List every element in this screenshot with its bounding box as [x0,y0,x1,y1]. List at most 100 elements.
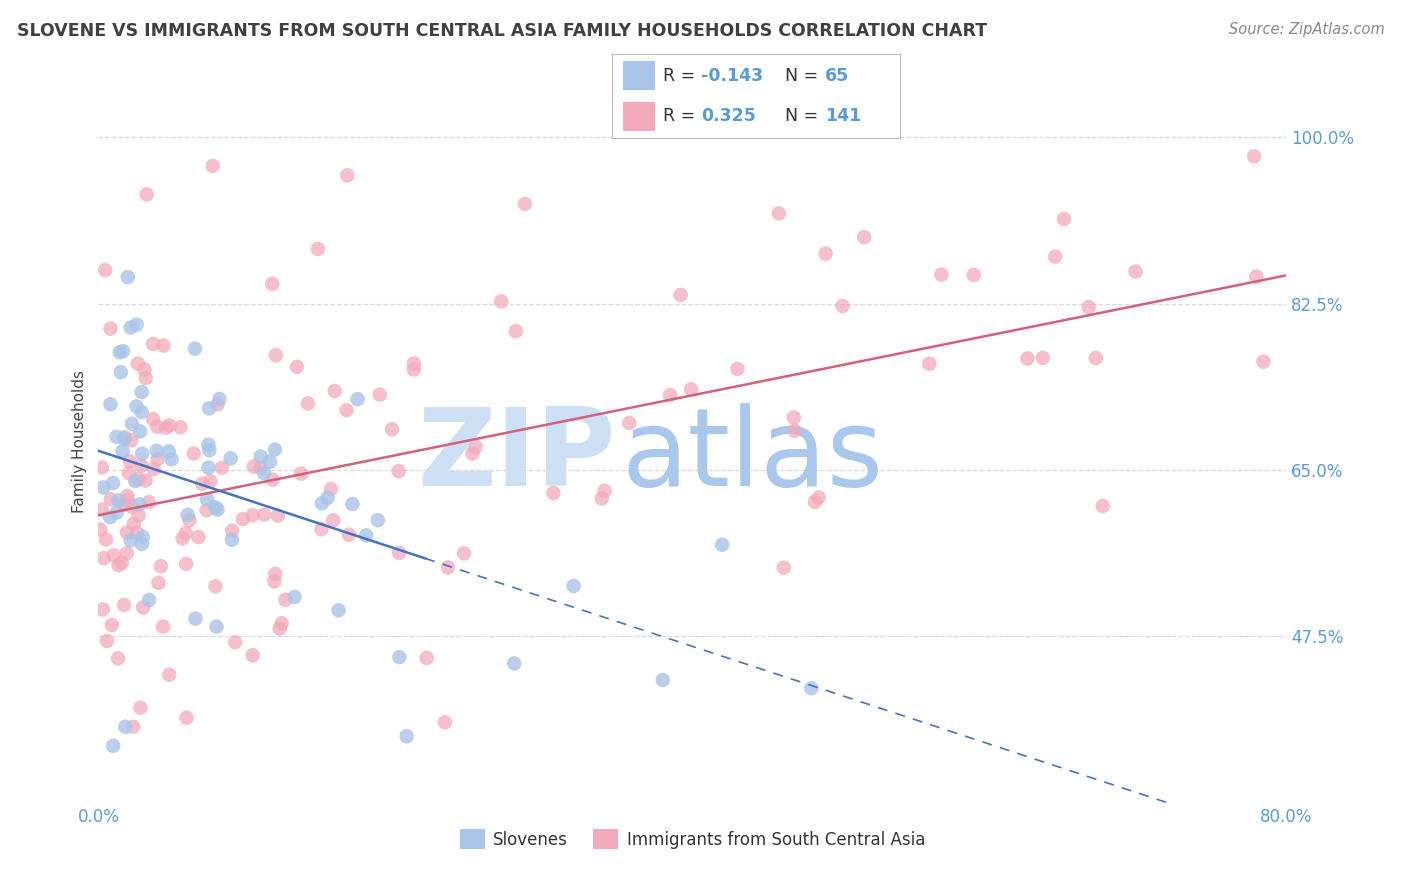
Point [1017,351,1039,366]
Point [242,508,264,523]
Point [335,403,357,417]
Point [368,387,391,401]
Point [121,417,143,431]
Text: -0.143: -0.143 [702,67,763,85]
Point [232,512,254,526]
Point [131,405,153,419]
Point [283,590,305,604]
Text: SLOVENE VS IMMIGRANTS FROM SOUTH CENTRAL ASIA FAMILY HOUSEHOLDS CORRELATION CHAR: SLOVENE VS IMMIGRANTS FROM SOUTH CENTRAL… [17,22,987,40]
Point [135,187,157,202]
Point [131,447,153,461]
Point [132,600,155,615]
Point [1045,250,1067,264]
Point [198,401,221,416]
Point [323,384,346,398]
Point [100,397,122,411]
Point [111,556,134,570]
Point [1091,499,1114,513]
Point [179,513,201,527]
Point [243,459,266,474]
Point [176,508,198,522]
Point [127,472,149,486]
Point [111,444,134,458]
Point [337,527,360,541]
Point [853,230,876,244]
Point [149,559,172,574]
Point [112,432,135,446]
Point [249,461,271,475]
Text: N =: N = [785,107,824,125]
Point [118,466,141,480]
Point [591,491,613,506]
Point [221,533,243,547]
Point [290,467,312,481]
Point [543,486,565,500]
Point [402,362,425,376]
Point [135,371,157,385]
Point [131,530,153,544]
Point [388,546,411,560]
Point [152,619,174,633]
Point [107,651,129,665]
Point [267,508,290,523]
Point [142,412,165,426]
Point [200,475,222,489]
Point [307,242,329,256]
Point [651,673,673,687]
Point [142,462,165,476]
Point [90,460,112,475]
Point [224,635,246,649]
Point [346,392,368,406]
Point [157,667,180,681]
Point [1077,300,1099,314]
Text: R =: R = [664,107,702,125]
Point [138,495,160,509]
Point [111,344,134,359]
Text: R =: R = [664,67,702,85]
Point [101,739,124,753]
Point [242,648,264,663]
Point [174,557,197,571]
Point [146,419,169,434]
Point [918,357,941,371]
Point [191,476,214,491]
Point [297,396,319,410]
Point [963,268,986,282]
Point [176,711,198,725]
Point [1243,149,1265,163]
Point [94,263,117,277]
Point [388,650,411,665]
Point [129,425,152,439]
Point [93,480,115,494]
Point [562,579,585,593]
Point [142,337,165,351]
Point [619,416,641,430]
Point [195,503,218,517]
Point [461,446,484,460]
Text: ZIP: ZIP [416,403,616,509]
Point [1246,269,1268,284]
Point [100,321,122,335]
Point [112,598,135,612]
Point [125,318,148,332]
Point [117,493,139,508]
Point [727,362,749,376]
Point [489,294,512,309]
Point [98,510,121,524]
Point [145,443,167,458]
Point [381,422,404,436]
Point [91,602,114,616]
Point [93,551,115,566]
Point [681,383,703,397]
Point [122,720,145,734]
Point [96,633,118,648]
FancyBboxPatch shape [623,102,655,130]
Point [115,546,138,560]
Point [187,530,209,544]
Point [772,560,794,574]
Point [131,537,153,551]
Legend: Slovenes, Immigrants from South Central Asia: Slovenes, Immigrants from South Central … [453,822,932,856]
Point [125,400,148,414]
Point [593,483,616,498]
Point [146,452,169,467]
